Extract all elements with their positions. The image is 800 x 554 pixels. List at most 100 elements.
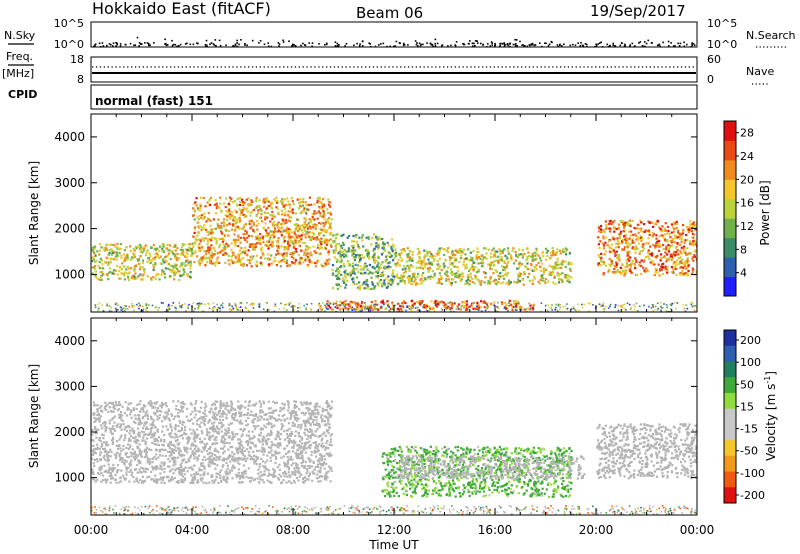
heatmap-cell [661, 307, 663, 309]
heatmap-cell [636, 247, 639, 250]
heatmap-cell [209, 224, 212, 227]
heatmap-cell [239, 209, 243, 213]
heatmap-cell [691, 224, 694, 228]
heatmap-cell [414, 278, 417, 281]
heatmap-cell [319, 241, 322, 244]
heatmap-cell [138, 416, 141, 419]
heatmap-cell [662, 248, 665, 251]
heatmap-cell [162, 444, 165, 447]
heatmap-cell [114, 307, 117, 310]
heatmap-cell [231, 260, 234, 263]
noise-point [106, 44, 108, 47]
noise-point [463, 43, 466, 46]
heatmap-cell [220, 230, 223, 233]
heatmap-cell [331, 273, 334, 276]
heatmap-cell [204, 205, 207, 208]
heatmap-cell [351, 268, 355, 271]
heatmap-cell [422, 279, 425, 283]
heatmap-cell [236, 225, 239, 228]
heatmap-cell [277, 212, 280, 215]
heatmap-cell [177, 270, 180, 273]
heatmap-cell [421, 302, 424, 304]
heatmap-cell [320, 263, 323, 266]
noise-point [94, 45, 96, 47]
heatmap-cell [253, 454, 256, 457]
heatmap-cell [98, 473, 101, 476]
heatmap-cell [541, 274, 544, 277]
heatmap-cell [464, 266, 468, 269]
heatmap-cell [531, 269, 534, 272]
heatmap-cell [303, 304, 305, 307]
heatmap-cell [214, 199, 217, 202]
heatmap-cell [391, 302, 393, 305]
heatmap-cell [105, 243, 109, 246]
heatmap-cell [532, 308, 535, 311]
heatmap-cell [556, 309, 559, 311]
heatmap-cell [95, 259, 98, 262]
heatmap-cell [280, 302, 282, 305]
heatmap-cell [91, 439, 94, 442]
heatmap-cell [169, 257, 172, 261]
heatmap-cell [396, 276, 399, 279]
heatmap-cell [655, 242, 658, 245]
heatmap-cell [278, 308, 281, 310]
heatmap-cell [462, 260, 466, 263]
heatmap-cell [132, 254, 135, 257]
heatmap-cell [690, 243, 693, 246]
heatmap-cell [389, 279, 392, 282]
heatmap-cell [241, 227, 244, 230]
heatmap-cell [277, 252, 280, 255]
noise-point [358, 45, 361, 47]
heatmap-cell [502, 277, 505, 280]
heatmap-cell [292, 242, 295, 245]
heatmap-cell [133, 265, 136, 268]
heatmap-cell [305, 401, 309, 404]
heatmap-cell [423, 277, 426, 280]
heatmap-cell [603, 253, 606, 256]
heatmap-cell [91, 246, 95, 249]
heatmap-cell [237, 253, 240, 256]
heatmap-cell [587, 302, 590, 304]
heatmap-cell [517, 306, 519, 308]
heatmap-cell [142, 273, 145, 276]
heatmap-cell [370, 304, 373, 306]
colorbar-tick-label: 12 [740, 220, 754, 233]
noise-point [612, 44, 615, 47]
heatmap-cell [370, 300, 373, 304]
heatmap-cell [481, 260, 484, 263]
heatmap-cell [417, 282, 420, 285]
heatmap-cell [115, 252, 119, 255]
heatmap-cell [695, 305, 697, 308]
heatmap-cell [239, 422, 242, 425]
heatmap-cell [427, 251, 430, 254]
heatmap-cell [196, 423, 199, 426]
heatmap-cell [287, 466, 290, 469]
heatmap-cell [358, 247, 361, 250]
heatmap-cell [319, 231, 323, 235]
heatmap-cell [257, 468, 260, 471]
heatmap-cell [290, 239, 293, 243]
heatmap-cell [259, 238, 262, 242]
heatmap-cell [293, 232, 296, 235]
heatmap-cell [262, 226, 265, 229]
heatmap-cell [386, 304, 389, 307]
heatmap-cell [523, 272, 526, 276]
heatmap-cell [263, 201, 266, 204]
heatmap-cell [457, 303, 461, 306]
heatmap-cell [680, 273, 683, 276]
heatmap-cell [693, 233, 696, 236]
heatmap-cell [228, 302, 231, 305]
colorbar-segment [724, 159, 736, 180]
heatmap-cell [509, 254, 512, 257]
heatmap-cell [387, 285, 390, 288]
noise-point [282, 41, 285, 43]
noise-point [418, 42, 421, 45]
heatmap-cell [440, 276, 444, 279]
heatmap-cell [289, 229, 292, 232]
heatmap-cell [307, 234, 310, 237]
heatmap-cell [249, 255, 252, 258]
heatmap-cell [181, 304, 184, 306]
heatmap-cell [195, 433, 198, 436]
heatmap-cell [406, 264, 409, 267]
